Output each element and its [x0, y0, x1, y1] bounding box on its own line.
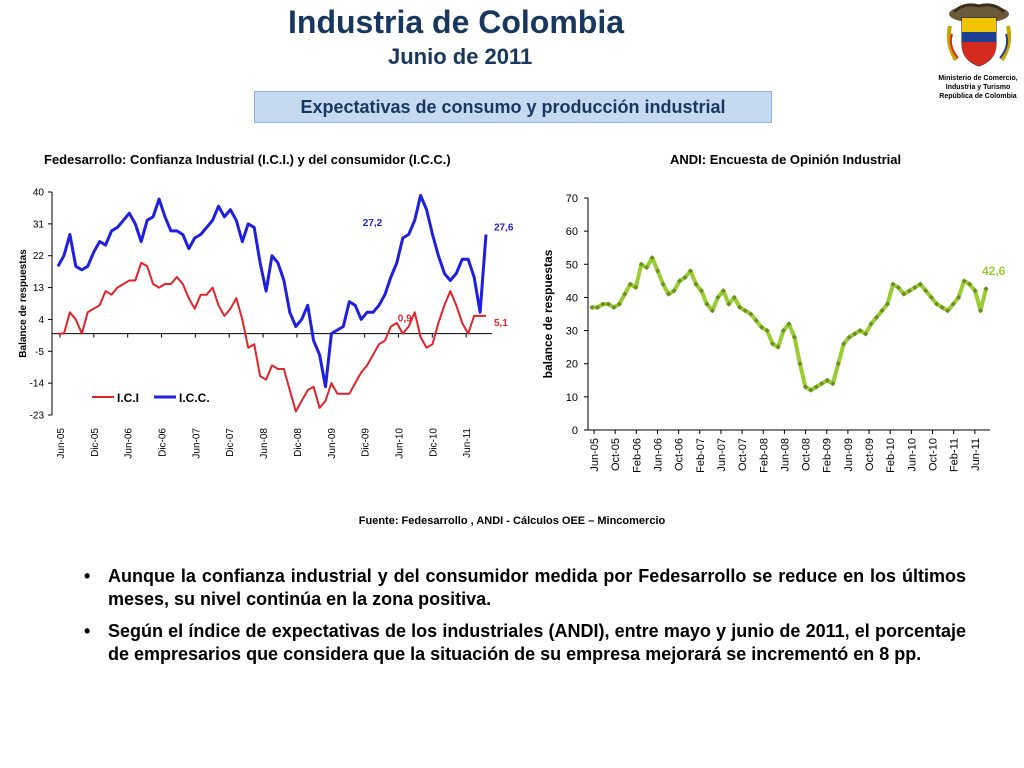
page-title: Industria de Colombia: [288, 4, 625, 40]
x-tick-label: Dic-09: [361, 428, 372, 457]
andi-chart: 70 60 50 40 30 20 10 0 Jun-05 Oct-05 Feb-06 Jun-06 O…: [541, 193, 1006, 473]
x-tick-label: Oct-08: [801, 438, 813, 471]
y-tick-label: 20: [566, 359, 578, 371]
y-tick-label: -5: [35, 347, 44, 358]
y-tick-label: 40: [566, 292, 578, 304]
x-tick-label: Jun-05: [56, 428, 67, 459]
data-point: [770, 341, 776, 347]
ministry-line: República de Colombia: [939, 93, 1017, 100]
fedesarrollo-chart: 40 31 22 13 4 -5 -14 -23 Jun-05 Dic-05 Jun-06 Dic-0…: [18, 188, 514, 459]
x-tick-label: Jun-08: [259, 428, 270, 459]
data-label: 27,6: [494, 222, 514, 233]
data-label: 42,6: [982, 264, 1006, 278]
x-tick-label: Dic-05: [90, 428, 101, 457]
y-tick-label: 4: [38, 315, 44, 326]
y-tick-label: 22: [33, 251, 45, 262]
y-tick-label: 31: [33, 219, 45, 230]
source-note: Fuente: Fedesarrollo , ANDI - Cálculos O…: [358, 515, 666, 527]
legend-label: I.C.I: [117, 391, 139, 405]
bullet-list: • Aunque la confianza industrial y del c…: [84, 565, 966, 675]
bullet-dot: •: [84, 566, 91, 586]
data-point: [682, 274, 688, 281]
data-point: [671, 288, 677, 294]
x-tick-label: Oct-07: [737, 438, 749, 471]
ministry-line: Industria y Turismo: [945, 84, 1011, 91]
data-label: 27,2: [363, 218, 383, 229]
y-tick-label: 70: [566, 193, 578, 205]
x-tick-label: Dic-08: [293, 428, 304, 457]
x-tick-label: Jun-05: [589, 438, 601, 472]
page-subtitle: Junio de 2011: [388, 44, 533, 69]
y-tick-label: 50: [566, 259, 578, 271]
x-tick-label: Oct-10: [928, 438, 940, 471]
data-point: [720, 288, 726, 294]
data-label: 0,9: [398, 314, 412, 325]
y-tick-label: 0: [572, 425, 578, 437]
data-point: [835, 361, 841, 367]
x-tick-label: Jun-11: [970, 438, 982, 471]
data-point: [687, 268, 694, 274]
bullet-text: Aunque la confianza industrial y del con…: [108, 566, 966, 609]
data-point: [649, 255, 655, 261]
x-tick-label: Jun-08: [779, 438, 791, 472]
data-point: [857, 328, 863, 334]
x-tick-label: Jun-10: [906, 438, 918, 472]
y-tick-label: -14: [30, 379, 45, 390]
data-point: [589, 304, 595, 310]
x-tick-label: Jun-07: [716, 438, 728, 472]
x-tick-label: Jun-09: [327, 428, 338, 459]
data-point: [775, 344, 781, 350]
data-label: 5,1: [494, 318, 508, 329]
x-tick-label: Feb-09: [822, 438, 834, 473]
legend-label: I.C.C.: [179, 391, 210, 405]
y-tick-label: 30: [566, 326, 578, 338]
x-tick-label: Feb-10: [885, 438, 897, 473]
data-point: [742, 308, 748, 314]
section-heading: Expectativas de consumo y producción ind…: [254, 91, 772, 123]
coat-of-arms-logo: [946, 3, 1012, 67]
x-tick-label: Feb-07: [695, 438, 707, 473]
bullet-item: • Aunque la confianza industrial y del c…: [84, 565, 966, 611]
x-tick-label: Feb-06: [631, 438, 643, 473]
x-tick-label: Jun-11: [462, 428, 473, 458]
data-point: [813, 384, 819, 390]
data-point: [786, 321, 792, 327]
bullet-text: Según el índice de expectativas de los i…: [108, 621, 966, 664]
x-tick-label: Jun-06: [652, 438, 664, 472]
data-point: [594, 304, 601, 310]
y-tick-label: 40: [33, 188, 45, 199]
bullet-dot: •: [84, 621, 91, 641]
x-tick-label: Oct-06: [674, 438, 686, 471]
y-tick-label: 13: [33, 283, 45, 294]
ministry-label: Ministerio de Comercio, Industria y Turi…: [916, 74, 1024, 101]
x-tick-label: Jun-07: [191, 428, 202, 459]
data-point: [759, 324, 765, 330]
data-point: [764, 328, 770, 334]
series-line-icc: [56, 194, 488, 389]
x-tick-label: Jun-10: [394, 428, 405, 459]
y-axis-title: balance de respuestas: [541, 249, 555, 378]
y-tick-label: 60: [566, 226, 578, 238]
x-tick-label: Dic-06: [158, 428, 169, 457]
x-tick-label: Dic-10: [428, 428, 439, 457]
x-tick-label: Feb-11: [949, 438, 961, 472]
bullet-item: • Según el índice de expectativas de los…: [84, 620, 966, 666]
fedesarrollo-chart-title: Fedesarrollo: Confianza Industrial (I.C.…: [44, 152, 451, 167]
y-tick-label: 10: [566, 392, 578, 404]
y-axis-title: Balance de respuestas: [18, 249, 29, 358]
x-tick-label: Oct-05: [610, 438, 622, 471]
x-tick-label: Jun-06: [124, 428, 135, 459]
x-tick-label: Feb-08: [758, 438, 770, 473]
x-tick-label: Dic-07: [225, 428, 236, 457]
x-tick-label: Jun-09: [843, 438, 855, 472]
andi-chart-title: ANDI: Encuesta de Opinión Industrial: [670, 152, 902, 167]
series-line-ici: [58, 261, 486, 413]
ministry-line: Ministerio de Comercio,: [938, 75, 1018, 82]
data-point: [802, 384, 808, 390]
data-point: [660, 281, 666, 287]
x-tick-label: Oct-09: [864, 438, 876, 471]
y-tick-label: -23: [30, 411, 45, 422]
